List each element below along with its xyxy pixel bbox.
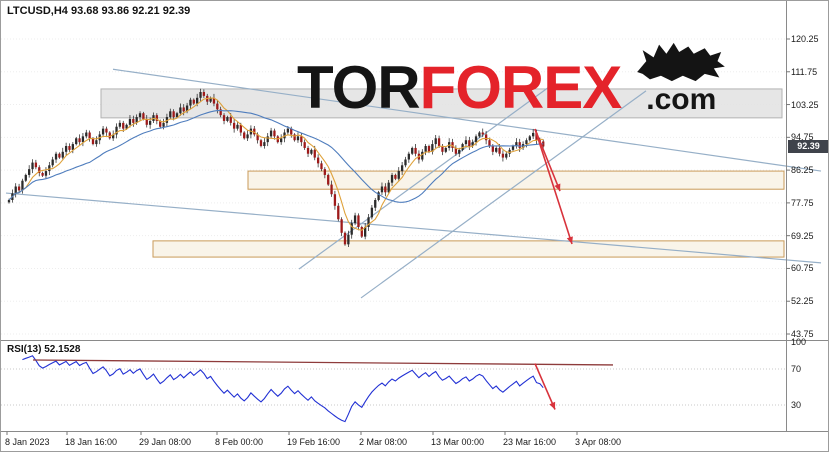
price-axis-label: 103.25 — [791, 99, 819, 110]
price-axis-label: 77.75 — [791, 197, 814, 208]
time-axis-label: 19 Feb 16:00 — [287, 437, 341, 447]
chart-ohlc-title: LTCUSD,H4 93.68 93.86 92.21 92.39 — [7, 5, 191, 17]
price-axis-label: 86.25 — [791, 165, 814, 176]
price-axis-label: 111.75 — [791, 66, 818, 77]
price-axis-label: 120.25 — [791, 34, 819, 44]
price-axis-label: 69.25 — [791, 230, 814, 241]
rsi-indicator-label: RSI(13) 52.1528 — [7, 344, 81, 355]
time-axis-label: 8 Jan 2023 — [5, 437, 50, 447]
rsi-axis-label: 70 — [791, 364, 802, 374]
price-axis-label: 60.75 — [791, 263, 814, 274]
current-price-badge: 92.39 — [788, 140, 828, 153]
time-axis-label: 18 Jan 16:00 — [65, 437, 118, 447]
price-axis-label: 94.75 — [791, 132, 814, 143]
time-axis-label: 23 Mar 16:00 — [503, 437, 557, 447]
rsi-axis-label: 100 — [791, 337, 807, 347]
time-axis-label: 3 Apr 08:00 — [575, 437, 622, 447]
price-axis-label: 52.25 — [791, 296, 814, 307]
rsi-axis-label: 30 — [791, 400, 802, 410]
time-axis-label: 29 Jan 08:00 — [139, 437, 192, 447]
time-axis-label: 2 Mar 08:00 — [359, 437, 408, 447]
price-axis-label: 43.75 — [791, 329, 814, 339]
time-axis-label: 8 Feb 00:00 — [215, 437, 264, 447]
time-axis-label: 13 Mar 00:00 — [431, 437, 485, 447]
